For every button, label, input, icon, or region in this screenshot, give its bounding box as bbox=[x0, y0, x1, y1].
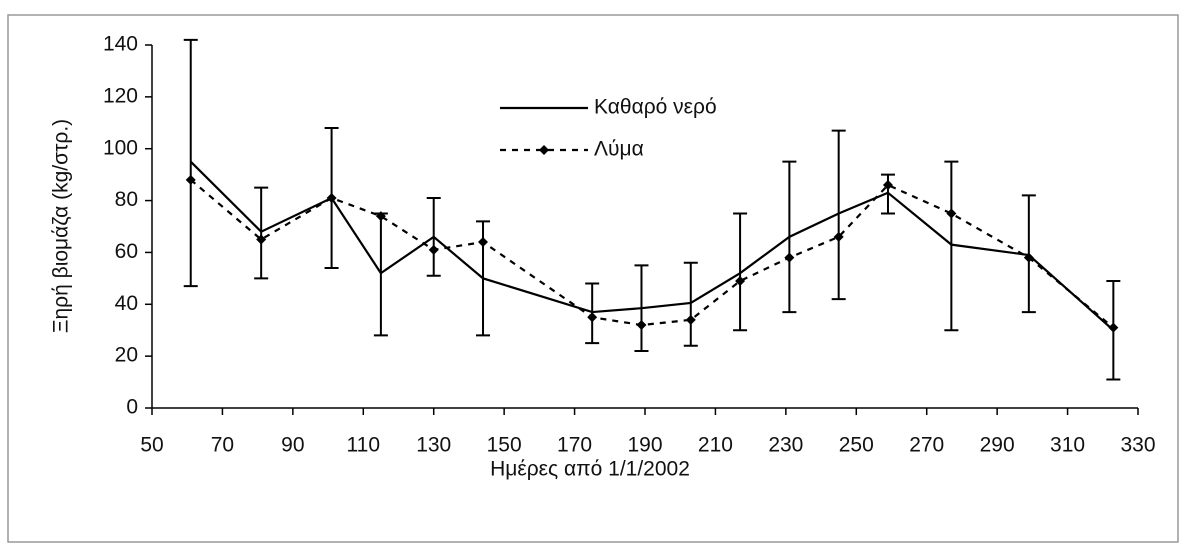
error-bar bbox=[426, 196, 441, 277]
marker bbox=[685, 314, 696, 325]
marker bbox=[946, 208, 957, 219]
x-tick-label: 110 bbox=[347, 434, 380, 457]
marker bbox=[636, 320, 647, 331]
series-line bbox=[189, 160, 1115, 332]
marker bbox=[1108, 322, 1119, 333]
x-tick-label: 150 bbox=[487, 434, 522, 457]
legend-label: Καθαρό νερό bbox=[594, 96, 717, 119]
x-tick-label: 230 bbox=[768, 434, 803, 457]
x-tick-label: 250 bbox=[839, 434, 874, 457]
y-axis-label: Ξηρή βιομάζα (kg/στρ.) bbox=[50, 119, 73, 333]
error-bar bbox=[944, 160, 959, 332]
marker bbox=[326, 192, 337, 203]
x-axis-label: Ημέρες από 1/1/2002 bbox=[490, 458, 690, 481]
y-tick-label: 0 bbox=[126, 396, 138, 419]
legend-marker bbox=[539, 145, 549, 155]
y-tick-label: 40 bbox=[115, 292, 138, 315]
marker bbox=[784, 252, 795, 263]
x-tick-label: 50 bbox=[140, 434, 163, 457]
x-tick-label: 270 bbox=[909, 434, 944, 457]
x-tick-label: 90 bbox=[281, 434, 304, 457]
marker bbox=[185, 174, 196, 185]
marker bbox=[1023, 252, 1034, 263]
y-tick-label: 120 bbox=[103, 84, 138, 107]
marker bbox=[256, 234, 267, 245]
y-tick-label: 80 bbox=[115, 188, 138, 211]
error-bar bbox=[634, 264, 649, 352]
y-tick-label: 20 bbox=[115, 344, 138, 367]
marker bbox=[833, 231, 844, 242]
legend-label: Λύμα bbox=[594, 138, 644, 161]
frame bbox=[7, 14, 1179, 543]
y-tick-label: 100 bbox=[103, 136, 138, 159]
error-bar bbox=[183, 38, 198, 288]
error-bar bbox=[683, 261, 698, 347]
x-tick-label: 330 bbox=[1120, 434, 1155, 457]
error-bar bbox=[782, 160, 797, 314]
x-tick-label: 170 bbox=[557, 434, 592, 457]
y-tick-label: 140 bbox=[103, 33, 138, 56]
marker bbox=[375, 211, 386, 222]
error-bar bbox=[831, 129, 846, 301]
x-tick-label: 70 bbox=[211, 434, 234, 457]
marker bbox=[735, 275, 746, 286]
marker bbox=[478, 237, 489, 248]
x-tick-label: 210 bbox=[698, 434, 733, 457]
error-bar bbox=[254, 186, 269, 280]
marker bbox=[428, 244, 439, 255]
marker bbox=[882, 180, 893, 191]
x-tick-label: 130 bbox=[416, 434, 451, 457]
x-tick-label: 190 bbox=[627, 434, 662, 457]
error-bar bbox=[733, 212, 748, 332]
marker bbox=[587, 312, 598, 323]
x-tick-label: 290 bbox=[980, 434, 1015, 457]
y-tick-label: 60 bbox=[115, 240, 138, 263]
x-tick-label: 310 bbox=[1050, 434, 1085, 457]
